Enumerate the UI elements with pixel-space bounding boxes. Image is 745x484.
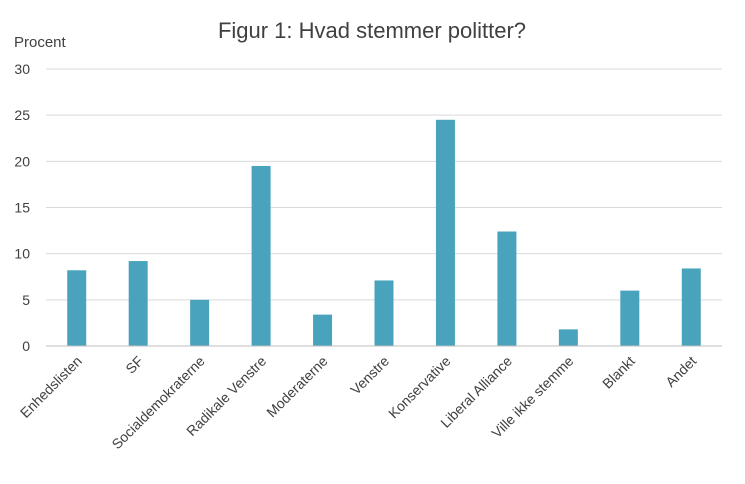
y-tick-label: 30 [14, 61, 30, 77]
y-axis-ticks: 0 5 10 15 20 25 30 [14, 61, 30, 354]
y-tick-label: 0 [22, 338, 30, 354]
x-category-label: Andet [662, 353, 699, 390]
y-tick-label: 20 [14, 153, 30, 169]
bar-sf [128, 261, 148, 346]
bar-ville-ikke-stemme [558, 329, 578, 346]
x-category-label: Konservative [385, 353, 454, 422]
bar-liberal-alliance [497, 231, 517, 346]
bar-andet [681, 268, 701, 346]
bars [67, 119, 701, 347]
bar-blankt [620, 290, 640, 346]
y-tick-label: 5 [22, 292, 30, 308]
chart-title: Figur 1: Hvad stemmer politter? [218, 18, 526, 43]
bar-socialdemokraterne [190, 299, 210, 346]
y-axis-label: Procent [14, 34, 67, 51]
bar-radikale-venstre [251, 165, 271, 346]
bar-venstre [374, 280, 394, 346]
x-category-label: SF [122, 353, 146, 377]
x-category-label: Blankt [599, 353, 638, 392]
y-tick-label: 25 [14, 107, 30, 123]
gridlines [46, 68, 722, 301]
y-tick-label: 10 [14, 246, 30, 262]
x-category-label: Moderaterne [263, 353, 331, 421]
x-category-label: Enhedslisten [17, 353, 85, 421]
x-category-label: Venstre [347, 353, 392, 398]
y-tick-label: 15 [14, 200, 30, 216]
bar-enhedslisten [67, 270, 87, 346]
x-axis-category-labels: Enhedslisten SFSocialdemokraterneRadikale… [17, 353, 700, 453]
bar-konservative [435, 119, 455, 347]
bar-moderaterne [313, 314, 333, 346]
